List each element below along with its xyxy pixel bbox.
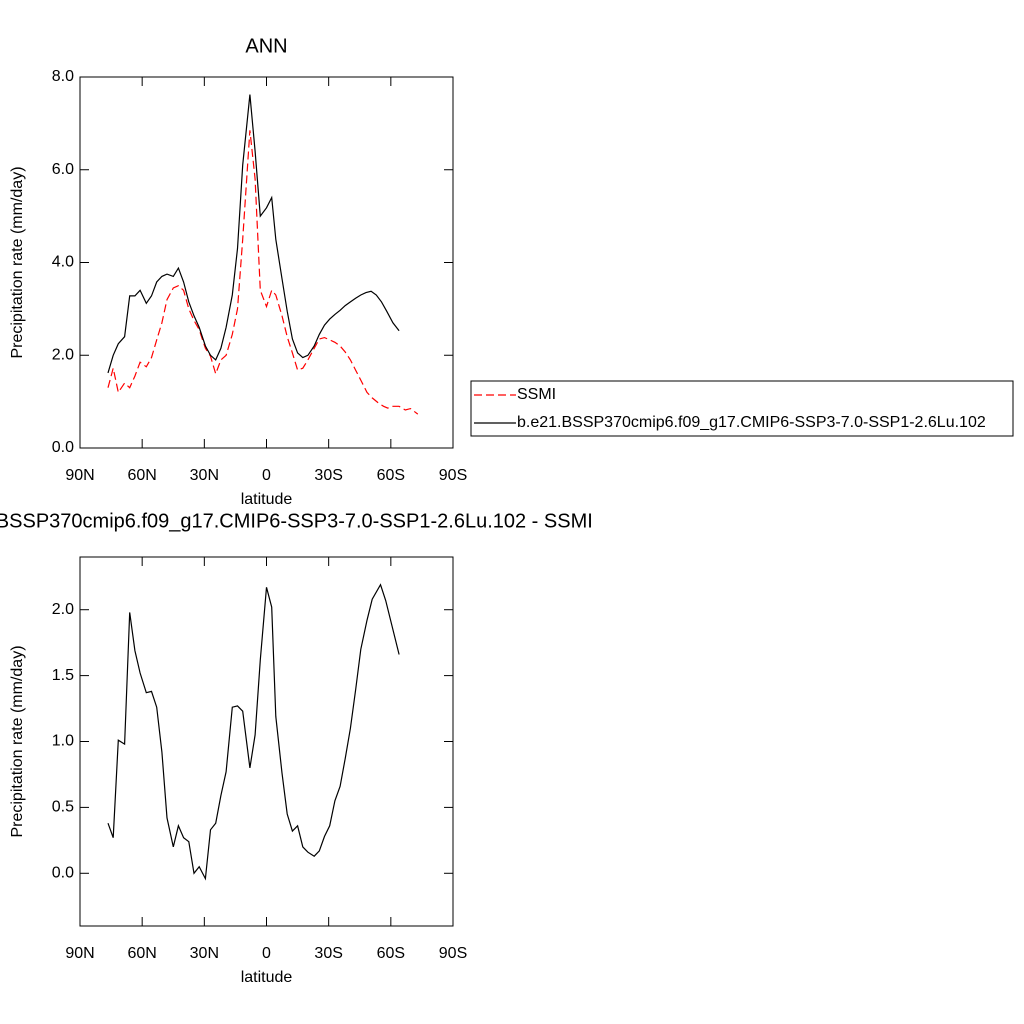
x-tick-label: 60N [127, 467, 156, 484]
x-tick-label: 30S [314, 467, 342, 484]
y-tick-label: 2.0 [52, 601, 74, 618]
chart-title: ANN [245, 35, 287, 57]
x-tick-label: 60N [127, 945, 156, 962]
x-tick-label: 90N [65, 467, 94, 484]
x-axis-label: latitude [241, 491, 293, 508]
data-line [107, 583, 400, 881]
y-tick-label: 0.0 [52, 439, 74, 456]
y-tick-label: 0.5 [52, 799, 74, 816]
y-tick-label: 6.0 [52, 161, 74, 178]
legend-label: SSMI [517, 386, 556, 403]
x-tick-label: 0 [262, 945, 271, 962]
data-line [107, 94, 400, 374]
x-tick-label: 30N [190, 467, 219, 484]
y-tick-label: 2.0 [52, 346, 74, 363]
x-tick-label: 30N [190, 945, 219, 962]
y-tick-label: 4.0 [52, 254, 74, 271]
x-tick-label: 60S [377, 945, 405, 962]
y-tick-label: 8.0 [52, 68, 74, 85]
y-axis-label: Precipitation rate (mm/day) [9, 166, 26, 358]
x-tick-label: 60S [377, 467, 405, 484]
x-tick-label: 0 [262, 467, 271, 484]
chart-title: b.e21.BSSP370cmip6.f09_g17.CMIP6-SSP3-7.… [0, 510, 593, 532]
x-tick-label: 90S [439, 945, 467, 962]
x-tick-label: 90S [439, 467, 467, 484]
data-line [107, 130, 419, 415]
plot-frame [79, 76, 454, 449]
plot-frame [79, 556, 454, 927]
x-tick-label: 30S [314, 945, 342, 962]
x-tick-label: 90N [65, 945, 94, 962]
y-tick-label: 1.0 [52, 733, 74, 750]
legend-box [470, 380, 1014, 437]
y-axis-label: Precipitation rate (mm/day) [9, 645, 26, 837]
y-tick-label: 1.5 [52, 667, 74, 684]
y-tick-label: 0.0 [52, 865, 74, 882]
legend-label: b.e21.BSSP370cmip6.f09_g17.CMIP6-SSP3-7.… [517, 414, 986, 431]
x-axis-label: latitude [241, 969, 293, 986]
